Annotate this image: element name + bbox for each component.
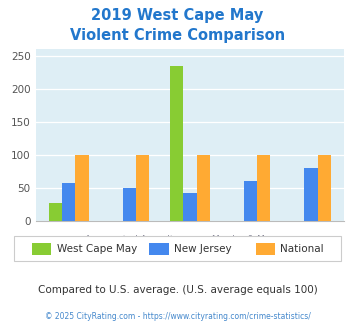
Text: National: National — [280, 244, 324, 254]
Bar — [244, 182, 257, 221]
Bar — [318, 155, 331, 221]
Text: Compared to U.S. average. (U.S. average equals 100): Compared to U.S. average. (U.S. average … — [38, 285, 317, 295]
Text: Aggravated Assault: Aggravated Assault — [85, 235, 174, 244]
Text: All Violent Crime: All Violent Crime — [31, 249, 107, 258]
Bar — [76, 155, 89, 221]
Text: New Jersey: New Jersey — [174, 244, 231, 254]
Bar — [49, 203, 62, 221]
Text: © 2025 CityRating.com - https://www.cityrating.com/crime-statistics/: © 2025 CityRating.com - https://www.city… — [45, 312, 310, 321]
Bar — [304, 168, 318, 221]
Text: 2019 West Cape May: 2019 West Cape May — [91, 8, 264, 23]
Bar — [62, 183, 76, 221]
Bar — [183, 193, 197, 221]
Text: Murder & Mans...: Murder & Mans... — [212, 235, 289, 244]
Bar — [170, 66, 183, 221]
Bar — [136, 155, 149, 221]
Text: Rape: Rape — [179, 249, 201, 258]
Bar — [197, 155, 210, 221]
Text: Violent Crime Comparison: Violent Crime Comparison — [70, 28, 285, 43]
Text: Robbery: Robbery — [292, 249, 330, 258]
Bar — [257, 155, 271, 221]
Bar — [123, 188, 136, 221]
Text: West Cape May: West Cape May — [57, 244, 137, 254]
